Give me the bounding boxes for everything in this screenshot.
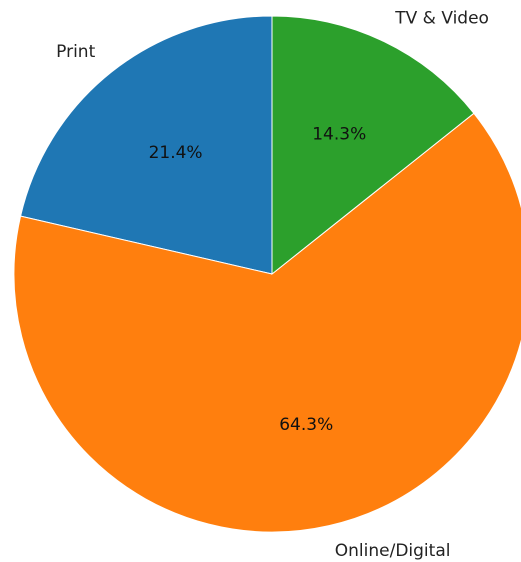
slice-label-tv-video: TV & Video [394,8,489,28]
pie-slice-tv-video [271,15,475,276]
pie-slice-online-digital [13,112,521,533]
slice-percent-online-digital: 64.3% [279,415,333,435]
slice-label-print: Print [56,42,95,62]
slice-percent-print: 21.4% [149,143,203,163]
slice-percent-tv-video: 14.3% [312,125,366,145]
slice-label-online-digital: Online/Digital [335,541,451,561]
pie-slice-print [19,15,273,275]
